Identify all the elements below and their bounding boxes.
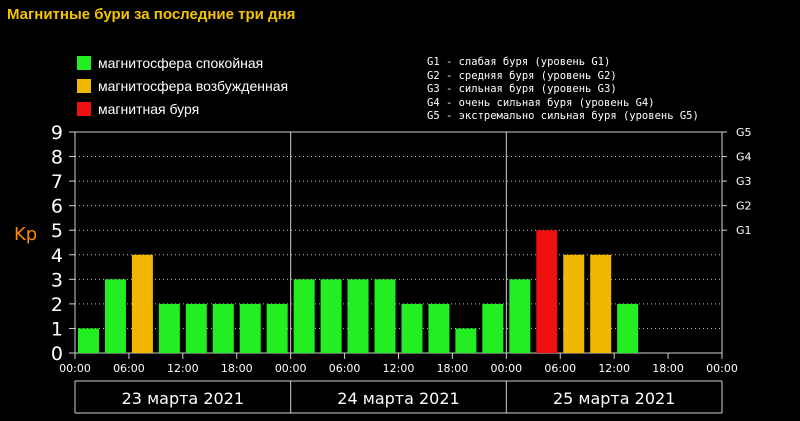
legend-item-storm: магнитная буря bbox=[77, 97, 288, 120]
y-tick-label: 5 bbox=[51, 220, 63, 242]
kp-bar bbox=[77, 328, 99, 353]
kp-bar bbox=[347, 279, 369, 353]
legend-swatch-active bbox=[77, 78, 91, 93]
status-legend: магнитосфера спокойная магнитосфера возб… bbox=[77, 51, 288, 120]
kp-bar bbox=[185, 303, 207, 353]
legend-label-active: магнитосфера возбужденная bbox=[98, 77, 289, 94]
kp-bar bbox=[455, 328, 477, 353]
legend-item-quiet: магнитосфера спокойная bbox=[77, 51, 288, 74]
y-tick-label: 9 bbox=[51, 122, 63, 144]
kp-bar bbox=[266, 303, 288, 353]
kp-bar bbox=[563, 254, 585, 353]
kp-bar bbox=[617, 303, 639, 353]
right-tick-label: G3 bbox=[736, 175, 752, 188]
g-legend-item: G1 - слабая буря (уровень G1) bbox=[427, 56, 611, 68]
right-tick-label: G2 bbox=[736, 200, 752, 213]
x-tick-label: 12:00 bbox=[167, 362, 199, 375]
storm-level-legend: G1 - слабая буря (уровень G1) G2 - средн… bbox=[427, 56, 699, 124]
y-tick-label: 6 bbox=[51, 196, 63, 218]
x-tick-label: 00:00 bbox=[59, 362, 91, 375]
right-tick-label: G4 bbox=[736, 151, 752, 164]
kp-bar bbox=[293, 279, 315, 353]
y-tick-label: 8 bbox=[51, 147, 63, 169]
x-tick-label: 18:00 bbox=[652, 362, 684, 375]
date-label: 24 марта 2021 bbox=[337, 389, 459, 408]
kp-bar bbox=[320, 279, 342, 353]
kp-bar bbox=[212, 303, 234, 353]
kp-bar bbox=[104, 279, 126, 353]
y-tick-label: 2 bbox=[51, 294, 63, 316]
y-axis-title: Kp bbox=[14, 224, 37, 245]
kp-bar bbox=[590, 254, 612, 353]
x-tick-label: 18:00 bbox=[437, 362, 469, 375]
kp-bar bbox=[482, 303, 504, 353]
g-legend-item: G5 - экстремально сильная буря (уровень … bbox=[427, 110, 699, 122]
legend-label-storm: магнитная буря bbox=[98, 100, 200, 117]
kp-bar bbox=[536, 230, 558, 353]
page-title: Магнитные бури за последние три дня bbox=[7, 6, 296, 23]
date-label: 25 марта 2021 bbox=[553, 389, 675, 408]
kp-bar bbox=[239, 303, 261, 353]
legend-swatch-storm bbox=[77, 101, 91, 116]
y-tick-label: 1 bbox=[51, 318, 63, 340]
right-tick-label: G5 bbox=[736, 126, 752, 139]
x-tick-label: 06:00 bbox=[113, 362, 145, 375]
legend-swatch-quiet bbox=[77, 55, 91, 70]
x-tick-label: 12:00 bbox=[598, 362, 630, 375]
kp-bar bbox=[428, 303, 450, 353]
x-tick-label: 00:00 bbox=[275, 362, 307, 375]
y-tick-label: 0 bbox=[51, 343, 63, 365]
g-legend-item: G4 - очень сильная буря (уровень G4) bbox=[427, 96, 655, 109]
y-tick-label: 3 bbox=[51, 269, 63, 291]
kp-bar bbox=[131, 254, 153, 353]
x-tick-label: 18:00 bbox=[221, 362, 253, 375]
g-legend-item: G2 - средняя буря (уровень G2) bbox=[427, 69, 617, 82]
kp-bar bbox=[374, 279, 396, 353]
y-tick-label: 7 bbox=[51, 171, 63, 193]
kp-bar bbox=[509, 279, 531, 353]
right-tick-label: G1 bbox=[736, 224, 752, 237]
kp-bar bbox=[401, 303, 423, 353]
x-tick-label: 06:00 bbox=[329, 362, 361, 375]
legend-label-quiet: магнитосфера спокойная bbox=[98, 54, 264, 71]
legend-item-active: магнитосфера возбужденная bbox=[77, 74, 288, 97]
g-legend-item: G3 - сильная буря (уровень G3) bbox=[427, 83, 617, 95]
x-tick-label: 00:00 bbox=[706, 362, 738, 375]
date-label: 23 марта 2021 bbox=[122, 389, 244, 408]
kp-bar bbox=[158, 303, 180, 353]
x-tick-label: 06:00 bbox=[544, 362, 576, 375]
x-tick-label: 00:00 bbox=[490, 362, 522, 375]
y-tick-label: 4 bbox=[51, 245, 63, 267]
x-tick-label: 12:00 bbox=[383, 362, 415, 375]
